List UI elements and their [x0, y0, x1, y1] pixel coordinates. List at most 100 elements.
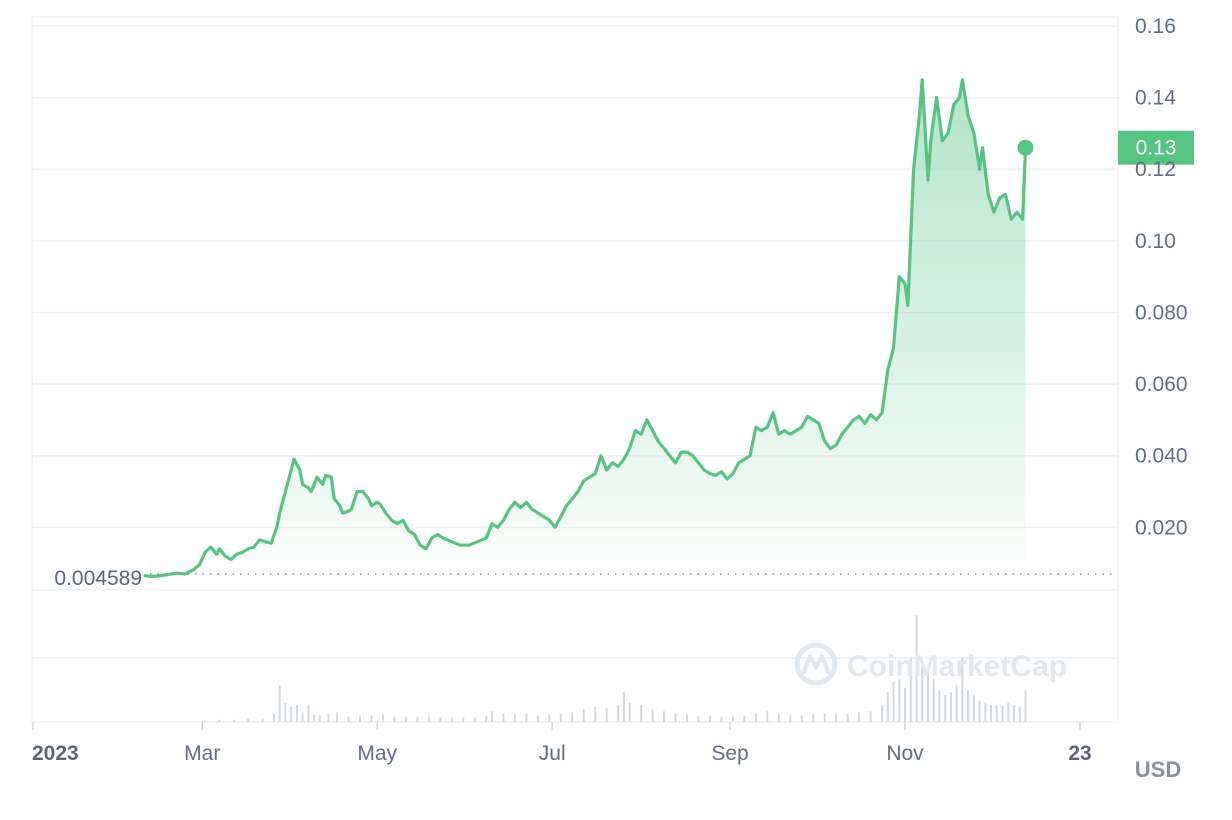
volume-bar — [800, 715, 803, 722]
volume-bar — [961, 657, 964, 722]
x-tick-label: Nov — [886, 742, 924, 765]
volume-bar — [571, 712, 574, 722]
x-tick-label: Sep — [711, 742, 748, 765]
volume-bar — [858, 712, 861, 722]
volume-bar — [427, 716, 430, 722]
volume-bar — [278, 685, 281, 722]
volume-bar — [359, 715, 362, 722]
volume-bar — [513, 714, 516, 722]
volume-bar — [393, 716, 396, 722]
x-tick-label: 2023 — [32, 742, 79, 765]
volume-bar — [835, 714, 838, 722]
volume-bar — [938, 689, 941, 722]
y-tick-label: 0.080 — [1135, 301, 1188, 324]
volume-bar — [708, 715, 711, 722]
volume-bar — [823, 713, 826, 722]
volume-bar — [490, 711, 493, 722]
volume-bar — [284, 702, 287, 722]
volume-bar — [605, 708, 608, 722]
volume-bar — [984, 702, 987, 722]
y-tick-label: 0.020 — [1135, 516, 1188, 539]
volume-bar — [949, 692, 952, 722]
current-price-badge — [1118, 130, 1194, 165]
volume-bar — [1001, 705, 1004, 722]
current-price-label: 0.13 — [1136, 137, 1177, 160]
volume-bar — [307, 704, 310, 722]
volume-bar — [594, 707, 597, 722]
volume-bar — [640, 704, 643, 722]
volume-bar — [754, 713, 757, 722]
volume-bar — [628, 702, 631, 722]
volume-bar — [1024, 689, 1027, 722]
volume-bar — [370, 715, 373, 722]
volume-bar — [972, 695, 975, 722]
volume-bar — [990, 704, 993, 722]
volume-bar — [218, 719, 221, 722]
volume-bar — [272, 713, 275, 722]
volume-bar — [295, 704, 298, 722]
volume-bar — [617, 704, 620, 722]
plot-frame — [31, 16, 1119, 723]
volume-bar — [898, 679, 901, 722]
volume-bar — [932, 679, 935, 722]
volume-bar — [967, 689, 970, 722]
volume-bar — [439, 717, 442, 722]
volume-bar — [548, 714, 551, 722]
volume-bar — [404, 716, 407, 722]
currency-unit-label: USD — [1135, 757, 1181, 782]
volume-bar — [697, 715, 700, 722]
y-tick-label: 0.10 — [1135, 230, 1176, 253]
coinmarketcap-logo-icon — [794, 642, 838, 686]
x-axis: 2023 Mar May Jul Sep Nov 23 — [32, 722, 1092, 765]
volume-bar — [743, 715, 746, 722]
volume-bar — [416, 716, 419, 722]
volume-bar — [777, 713, 780, 722]
y-tick-label: 0.060 — [1135, 373, 1188, 396]
volume-bar — [1013, 704, 1016, 722]
volume-bar — [921, 663, 924, 722]
y-axis: 0.020 0.040 0.060 0.080 0.10 0.12 0.14 0.16 — [1135, 15, 1188, 539]
price-line — [143, 78, 1028, 578]
volume-bar — [327, 713, 330, 722]
volume-bar — [789, 714, 792, 722]
volume-bar — [674, 713, 677, 722]
volume-bar — [904, 687, 907, 722]
coinmarketcap-watermark: CoinMarketCap — [794, 642, 1067, 686]
volume-bar — [909, 657, 912, 722]
volume-bar — [886, 692, 889, 722]
y-tick-label: 0.040 — [1135, 445, 1188, 468]
volume-bar — [336, 712, 339, 722]
volume-bar — [978, 700, 981, 722]
volume-bar — [582, 709, 585, 722]
volume-bar — [232, 719, 235, 722]
watermark-text: CoinMarketCap — [847, 650, 1067, 683]
volume-bar — [301, 712, 304, 722]
volume-bar — [313, 714, 316, 722]
volume-bar — [536, 715, 539, 722]
volume-bar — [846, 713, 849, 722]
volume-bar — [995, 704, 998, 722]
y-tick-label: 0.12 — [1135, 158, 1176, 181]
volume-bar — [1007, 702, 1010, 722]
volume-bar — [473, 717, 476, 722]
volume-bar — [869, 711, 872, 722]
volume-bar — [955, 684, 958, 722]
x-tick-label: Mar — [184, 742, 220, 765]
volume-bar — [290, 707, 293, 722]
volume-bar — [915, 615, 918, 722]
volume-bar — [944, 695, 947, 722]
x-tick-label: Jul — [539, 742, 566, 765]
volume-bar — [347, 716, 350, 722]
volume-bar — [485, 715, 488, 722]
volume-bar — [766, 711, 769, 722]
volume-bar — [926, 673, 929, 722]
volume-bar — [247, 718, 250, 722]
price-area — [144, 79, 1026, 577]
volume-bar — [812, 714, 815, 722]
volume-bar — [559, 713, 562, 722]
volume-bar — [261, 718, 264, 722]
volume-bar — [881, 704, 884, 722]
volume-bar — [502, 713, 505, 722]
volume-bar — [318, 715, 321, 722]
